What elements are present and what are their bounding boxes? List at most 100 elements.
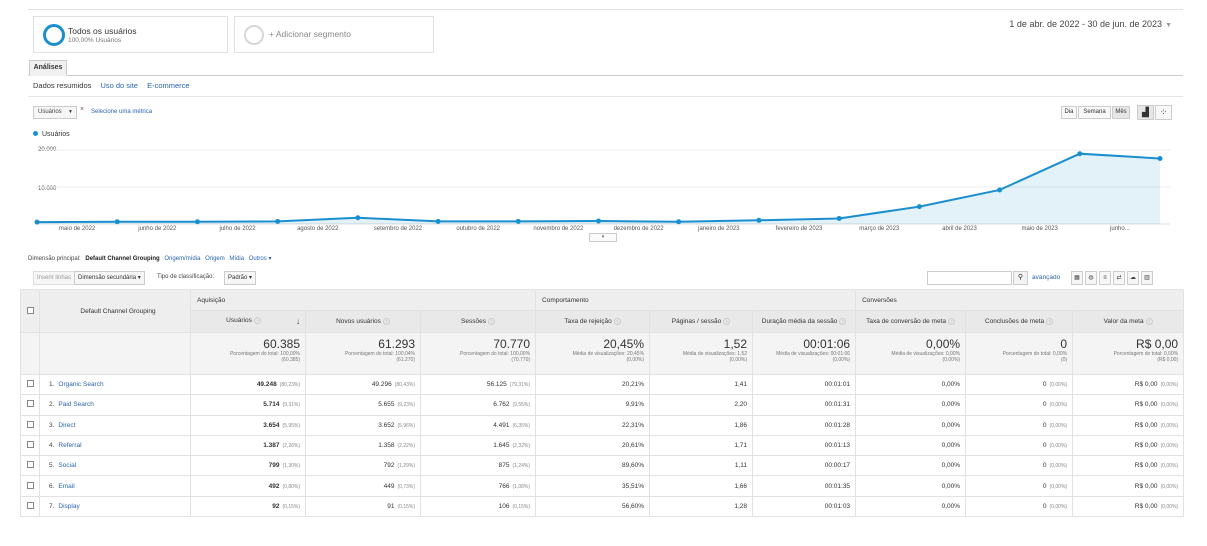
pages-per-session-cell: 1,11	[649, 455, 754, 477]
sessions-cell: 56.125 (79,31%)	[419, 373, 537, 396]
segment-all-users[interactable]: Todos os usuários 100,00% Usuários	[33, 16, 228, 53]
term-cloud-view-icon[interactable]: ☁	[1127, 271, 1139, 285]
goal-value-pct: (0,00%)	[1160, 422, 1179, 429]
metric-select[interactable]: Usuários ▼	[33, 106, 77, 119]
pivot-view-icon[interactable]: ▥	[1141, 271, 1153, 285]
channel-link[interactable]: Direct	[58, 421, 76, 429]
row-checkbox[interactable]	[26, 461, 34, 469]
plot-rows-button[interactable]: Inserir linhas	[33, 271, 76, 285]
period-month-button[interactable]: Mês	[1112, 106, 1130, 119]
channel-name-cell: 2. Paid Search	[39, 394, 191, 416]
data-point[interactable]	[676, 219, 682, 225]
motion-chart-icon[interactable]: ⁘	[1155, 105, 1172, 120]
data-point[interactable]	[194, 219, 200, 225]
period-week-button[interactable]: Semana	[1078, 106, 1111, 119]
advanced-filter-link[interactable]: avançado	[1032, 274, 1061, 281]
data-view-icon[interactable]: ▦	[1071, 271, 1083, 285]
x-tick-label: setembro de 2022	[373, 226, 423, 232]
channel-link[interactable]: Referral	[58, 442, 82, 450]
sort-type-select[interactable]: Padrão ▾	[224, 271, 257, 285]
data-point[interactable]	[596, 218, 601, 224]
percentage-view-icon[interactable]: ◍	[1085, 271, 1097, 285]
table-search-input[interactable]	[927, 271, 1012, 285]
data-point[interactable]	[997, 187, 1003, 193]
subnav-dados-resumidos[interactable]: Dados resumidos	[33, 81, 92, 90]
data-point[interactable]	[515, 218, 521, 224]
dimension-origem-midia[interactable]: Origem/mídia	[164, 256, 201, 262]
add-segment-button[interactable]: + Adicionar segmento	[234, 16, 434, 53]
col-sessoes[interactable]: Sessões?	[419, 310, 537, 333]
total-note: Porcentagem do total: 100,00%	[459, 351, 531, 357]
data-point[interactable]	[275, 218, 281, 224]
col-duracao-media[interactable]: Duração média da sessão?	[752, 310, 857, 333]
col-taxa-conversao[interactable]: Taxa de conversão de meta?	[855, 310, 967, 333]
x-tick-label: junho...	[1110, 226, 1130, 232]
dimension-origem[interactable]: Origem	[205, 256, 225, 262]
period-day-button[interactable]: Dia	[1061, 106, 1077, 119]
performance-view-icon[interactable]: ≡	[1099, 271, 1111, 285]
avg-duration-cell: 00:01:03	[752, 495, 857, 518]
subnav-ecommerce[interactable]: E-commerce	[147, 81, 190, 90]
secondary-dimension-select[interactable]: Dimensão secundária ▾	[74, 271, 145, 285]
data-point[interactable]	[355, 215, 361, 221]
col-taxa-rejeicao[interactable]: Taxa de rejeição?	[535, 310, 651, 333]
col-conclusoes-meta[interactable]: Conclusões de meta?	[965, 310, 1074, 333]
dimension-header[interactable]: Default Channel Grouping	[39, 289, 191, 333]
sessions-cell: 4.491 (6,35%)	[419, 414, 537, 436]
row-checkbox[interactable]	[26, 400, 34, 408]
channel-link[interactable]: Social	[58, 462, 77, 470]
date-range-picker[interactable]: 1 de abr. de 2022 - 30 de jun. de 2023 ▼	[1009, 19, 1172, 29]
row-checkbox[interactable]	[26, 441, 34, 449]
data-point[interactable]	[836, 215, 842, 221]
data-point[interactable]	[1157, 156, 1163, 162]
tab-analises[interactable]: Análises	[29, 60, 67, 76]
data-point[interactable]	[114, 219, 120, 225]
goal-value-value: R$ 0,00	[1134, 502, 1158, 510]
data-point[interactable]	[756, 217, 762, 223]
col-novos-usuarios[interactable]: Novos usuários?	[305, 310, 421, 333]
group-conversoes: Conversões	[855, 289, 1185, 311]
channel-link[interactable]: Display	[58, 502, 80, 510]
search-icon[interactable]: ⚲	[1013, 271, 1028, 285]
users-pct: (0,80%)	[282, 483, 300, 490]
comparison-view-icon[interactable]: ⇄	[1113, 271, 1125, 285]
users-value: 49.248	[256, 381, 277, 389]
new-users-pct: (1,29%)	[397, 463, 415, 470]
chart-resize-handle[interactable]: ▾	[589, 233, 617, 242]
col-valor-meta[interactable]: Valor da meta?	[1072, 310, 1185, 333]
help-icon: ?	[253, 317, 261, 324]
totals-row: 60.385 Porcentagem do total: 100,00% (60.3…	[20, 332, 1185, 375]
line-chart-icon[interactable]: ▟	[1137, 105, 1154, 120]
subnav-uso-do-site[interactable]: Uso do site	[100, 81, 138, 90]
new-users-pct: (2,22%)	[397, 443, 415, 450]
channel-link[interactable]: Organic Search	[58, 381, 104, 389]
row-checkbox[interactable]	[26, 501, 34, 509]
dimension-outros[interactable]: Outros ▾	[248, 256, 272, 262]
data-point[interactable]	[1077, 151, 1083, 157]
sessions-value: 56.125	[486, 381, 507, 389]
data-point[interactable]	[435, 218, 441, 224]
dropdown-arrow-icon: ▼	[68, 109, 73, 115]
data-point[interactable]	[916, 204, 922, 210]
users-cell: 92 (0,15%)	[190, 495, 306, 518]
select-metric-link[interactable]: Selecione uma métrica	[91, 109, 153, 115]
total-note: Média de visualizações: 0,00%	[891, 351, 961, 357]
row-checkbox[interactable]	[26, 380, 34, 388]
col-usuarios[interactable]: Usuários? ↓	[190, 310, 306, 333]
row-check-cell	[20, 434, 40, 457]
segment-title: Todos os usuários	[68, 26, 137, 36]
select-all-checkbox[interactable]	[26, 306, 34, 314]
channel-link[interactable]: Email	[58, 482, 75, 490]
data-point[interactable]	[34, 219, 40, 225]
chart-legend: Usuários	[33, 131, 70, 138]
col-paginas-sessao[interactable]: Páginas / sessão?	[649, 310, 754, 333]
x-tick-label: junho de 2022	[138, 226, 177, 232]
goal-completions-cell: 0 (0,00%)	[965, 495, 1074, 518]
dimension-midia[interactable]: Mídia	[229, 256, 245, 262]
segment-circle-icon	[43, 24, 65, 46]
channel-link[interactable]: Paid Search	[58, 401, 94, 409]
goal-completions-cell: 0 (0,00%)	[965, 394, 1074, 416]
row-checkbox[interactable]	[26, 481, 34, 489]
row-checkbox[interactable]	[26, 420, 34, 428]
bounce-rate-cell: 22,31%	[535, 414, 651, 436]
